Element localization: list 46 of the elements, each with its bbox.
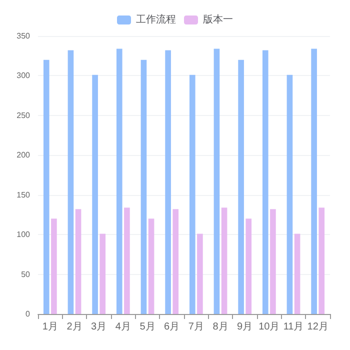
y-tick-label: 200 [16, 150, 31, 160]
bar [68, 50, 74, 314]
x-tick-label: 8月 [212, 322, 228, 332]
y-tick-label: 250 [16, 110, 31, 120]
x-tick-label: 3月 [91, 322, 107, 332]
y-tick-label: 0 [26, 310, 31, 318]
x-tick-label: 1月 [42, 322, 58, 332]
x-tick-label: 11月 [283, 322, 304, 332]
bar [165, 50, 171, 314]
x-tick-label: 5月 [140, 322, 156, 332]
x-tick-label: 9月 [237, 322, 253, 332]
bar [294, 234, 300, 314]
x-tick-label: 12月 [307, 322, 328, 332]
bar [286, 74, 293, 314]
bar [172, 209, 179, 314]
y-tick-label: 50 [21, 270, 31, 279]
legend-label: 工作流程 [136, 14, 176, 26]
x-tick-label: 7月 [188, 322, 204, 332]
x-tick-label: 10月 [258, 322, 280, 332]
bar [51, 218, 57, 314]
bar [124, 208, 130, 314]
bar [197, 234, 203, 314]
bar [318, 208, 325, 314]
bar [246, 218, 252, 314]
x-tick-label: 6月 [164, 322, 180, 332]
bar [214, 48, 220, 314]
y-tick-label: 350 [16, 32, 31, 40]
bar [43, 60, 50, 314]
bar [221, 208, 228, 314]
y-tick-label: 300 [16, 71, 31, 80]
y-tick-label: 150 [16, 190, 31, 200]
bar [189, 74, 196, 314]
bar [270, 209, 276, 314]
bar [311, 48, 317, 314]
x-tick-label: 4月 [115, 322, 131, 332]
y-tick-label: 100 [16, 230, 31, 240]
bar [262, 50, 268, 314]
legend-label: 版本一 [203, 14, 233, 26]
bar [140, 60, 147, 314]
bar [148, 218, 154, 314]
bar [116, 48, 122, 314]
x-tick-label: 2月 [66, 322, 82, 332]
bar [238, 60, 244, 314]
bar [75, 209, 82, 314]
bar [92, 74, 98, 314]
bar [100, 234, 106, 314]
